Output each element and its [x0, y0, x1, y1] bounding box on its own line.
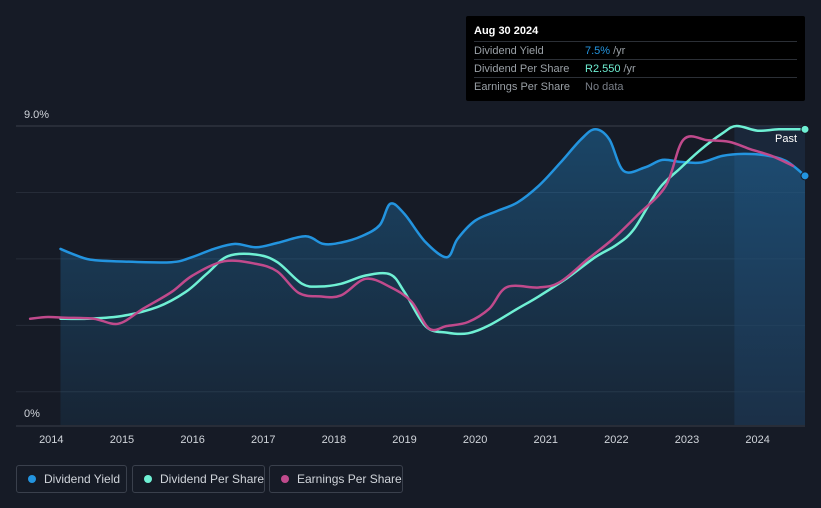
- tooltip-label: Dividend Per Share: [474, 63, 570, 75]
- tooltip-unit: /yr: [623, 63, 636, 75]
- x-tick-label: 2022: [604, 434, 628, 446]
- x-tick-label: 2020: [463, 434, 487, 446]
- x-tick-label: 2014: [39, 434, 63, 446]
- legend-item-dividend-yield[interactable]: Dividend Yield: [16, 465, 127, 493]
- x-tick-label: 2019: [392, 434, 416, 446]
- tooltip-panel: Aug 30 2024 Dividend Yield 7.5%/yr Divid…: [466, 16, 805, 101]
- legend-label: Dividend Yield: [44, 472, 121, 486]
- legend-dot-icon: [281, 475, 289, 483]
- earnings-per-share-line: [28, 135, 795, 332]
- tooltip-value-text: No data: [585, 81, 624, 93]
- legend-label: Earnings Per Share: [297, 472, 402, 486]
- tooltip-value: 7.5%/yr: [585, 45, 625, 57]
- dividend-yield-line: [59, 128, 807, 264]
- legend-label: Dividend Per Share: [160, 472, 265, 486]
- dividend-yield-area: [60, 129, 805, 426]
- dividend-yield-end-marker: [800, 171, 810, 181]
- legend-dot-icon: [144, 475, 152, 483]
- x-tick-label: 2023: [675, 434, 699, 446]
- tooltip-value: No data: [585, 81, 627, 93]
- dividend-per-share-line: [59, 124, 807, 336]
- tooltip-value-text: R2.550: [585, 63, 621, 75]
- y-axis-label-bottom: 0%: [24, 408, 40, 420]
- x-tick-label: 2021: [534, 434, 558, 446]
- y-axis-label-top: 9.0%: [24, 109, 49, 121]
- x-tick-label: 2016: [180, 434, 204, 446]
- tooltip-label: Dividend Yield: [474, 45, 544, 57]
- tooltip-row-dividend-per-share: Dividend Per Share R2.550/yr: [474, 59, 797, 78]
- tooltip-row-dividend-yield: Dividend Yield 7.5%/yr: [474, 41, 797, 60]
- x-tick-label: 2017: [251, 434, 275, 446]
- x-tick-label: 2024: [745, 434, 769, 446]
- legend-item-earnings-per-share[interactable]: Earnings Per Share: [269, 465, 403, 493]
- legend-dot-icon: [28, 475, 36, 483]
- legend-item-dividend-per-share[interactable]: Dividend Per Share: [132, 465, 265, 493]
- past-label: Past: [775, 133, 797, 145]
- dividend-per-share-end-marker: [800, 124, 810, 134]
- tooltip-row-earnings-per-share: Earnings Per Share No data: [474, 77, 797, 96]
- tooltip-value-text: 7.5%: [585, 45, 611, 57]
- tooltip-date: Aug 30 2024: [474, 25, 539, 37]
- x-tick-label: 2015: [110, 434, 134, 446]
- tooltip-value: R2.550/yr: [585, 63, 636, 75]
- x-tick-label: 2018: [322, 434, 346, 446]
- tooltip-label: Earnings Per Share: [474, 81, 570, 93]
- tooltip-unit: /yr: [613, 45, 626, 57]
